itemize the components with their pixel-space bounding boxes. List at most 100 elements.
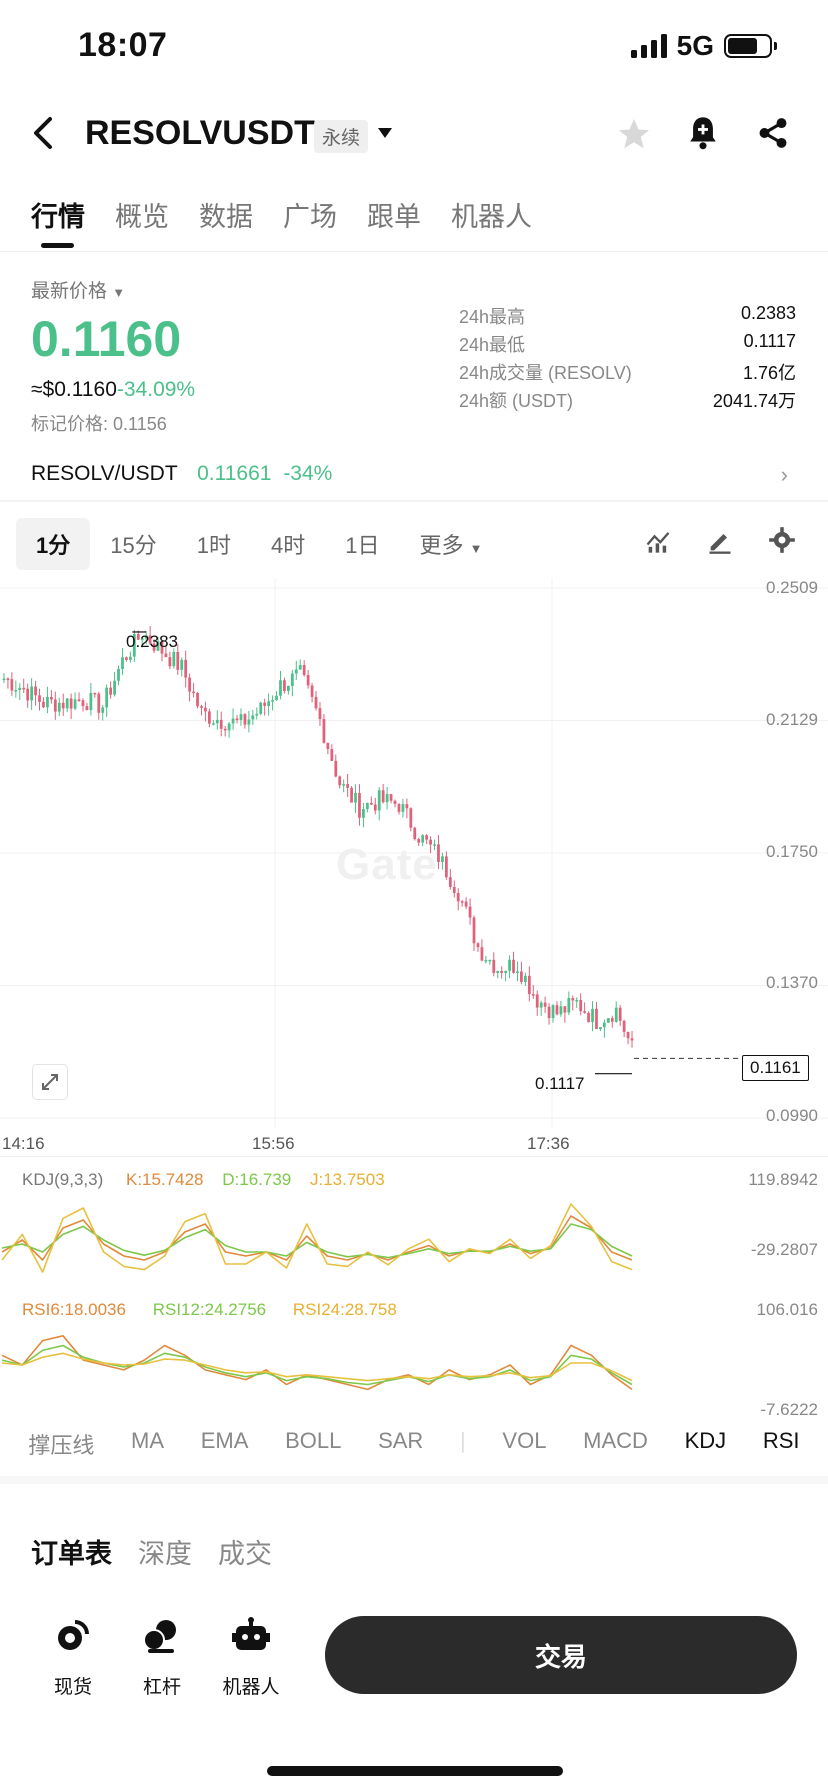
- home-indicator: [267, 1766, 563, 1776]
- indicator-support-line[interactable]: 撑压线: [28, 1433, 95, 1458]
- candle-body: [369, 802, 373, 805]
- candle-body: [437, 844, 440, 862]
- indicator-ema[interactable]: EMA: [200, 1428, 249, 1453]
- candle-body: [575, 999, 579, 1002]
- tab-data[interactable]: 数据: [199, 202, 253, 232]
- chevron-right-icon[interactable]: ›: [780, 462, 788, 487]
- candle-body: [93, 692, 97, 695]
- candle-body: [326, 742, 330, 750]
- indicator-icon[interactable]: [644, 527, 672, 555]
- candle-body: [38, 695, 41, 702]
- candle-body: [97, 693, 101, 713]
- timeframe-4h[interactable]: 4时: [270, 533, 306, 558]
- price-label[interactable]: 最新价格 ▼: [31, 281, 126, 302]
- candle-body: [290, 673, 294, 686]
- timeframe-1h[interactable]: 1时: [196, 533, 231, 558]
- margin-button[interactable]: 杠杆: [122, 1616, 202, 1699]
- main-tabs: 行情 概览 数据 广场 跟单 机器人: [31, 195, 532, 234]
- candle-body: [69, 698, 73, 709]
- y-tick-label: 0.0990: [766, 1106, 818, 1125]
- candle-body: [235, 718, 239, 721]
- tab-depth[interactable]: 深度: [138, 1539, 192, 1569]
- candle-body: [397, 803, 401, 812]
- candle-body: [53, 699, 57, 712]
- tab-square[interactable]: 广场: [283, 202, 337, 232]
- tab-market[interactable]: 行情: [31, 202, 85, 232]
- status-icons: 5G: [630, 30, 777, 62]
- tab-trades[interactable]: 成交: [218, 1539, 272, 1569]
- chevron-down-icon[interactable]: [377, 127, 393, 139]
- candle-body: [472, 917, 476, 944]
- candle-body: [606, 1018, 610, 1023]
- tab-bot[interactable]: 机器人: [451, 202, 532, 232]
- indicator-line-j: [1, 1203, 633, 1273]
- candle-body: [306, 675, 310, 686]
- candle-body: [535, 994, 539, 1008]
- candle-body: [334, 760, 338, 777]
- spot-pair-name: RESOLV/USDT: [31, 462, 178, 485]
- y-tick-label: 0.2509: [766, 578, 818, 597]
- timeframe-15m[interactable]: 15分: [110, 533, 157, 558]
- candle-body: [10, 679, 14, 691]
- fullscreen-button[interactable]: [32, 1064, 68, 1100]
- kdj-y-max: 119.8942: [748, 1170, 818, 1189]
- spot-pair-change: -34%: [283, 462, 333, 485]
- candle-body: [547, 1006, 551, 1019]
- candle-body: [148, 635, 152, 644]
- candle-body: [113, 680, 116, 695]
- spot-coins-icon: [58, 1620, 89, 1650]
- tab-overview[interactable]: 概览: [115, 202, 169, 232]
- candle-body: [599, 1027, 602, 1030]
- candlestick-chart[interactable]: [0, 578, 828, 1128]
- draw-pencil-icon[interactable]: [706, 527, 734, 555]
- candle-body: [180, 659, 184, 670]
- separator: |: [460, 1428, 466, 1453]
- candle-body: [571, 998, 575, 1001]
- indicator-vol[interactable]: VOL: [502, 1428, 547, 1453]
- bell-alert-icon[interactable]: [686, 114, 720, 152]
- candle-body: [314, 696, 318, 709]
- x-tick-label: 14:16: [2, 1134, 45, 1153]
- settings-gear-icon[interactable]: [768, 526, 796, 554]
- candle-body: [500, 970, 504, 973]
- candle-body: [551, 1005, 555, 1019]
- tab-order-book[interactable]: 订单表: [31, 1539, 112, 1569]
- timeframe-1m[interactable]: 1分: [16, 518, 91, 570]
- indicator-kdj[interactable]: KDJ: [684, 1428, 727, 1453]
- tab-copy-trading[interactable]: 跟单: [367, 202, 421, 232]
- candle-body: [140, 638, 144, 641]
- candle-body: [156, 641, 160, 651]
- candle-body: [215, 719, 219, 724]
- trade-button[interactable]: 交易: [325, 1616, 797, 1694]
- candle-body: [480, 947, 484, 961]
- candle-body: [413, 827, 417, 840]
- timeframe-1d[interactable]: 1日: [345, 533, 380, 558]
- timeframe-more[interactable]: 更多 ▼: [419, 533, 483, 558]
- candle-body: [46, 696, 49, 708]
- indicator-macd[interactable]: MACD: [583, 1428, 648, 1453]
- indicator-sar[interactable]: SAR: [378, 1428, 424, 1453]
- indicator-rsi[interactable]: RSI: [762, 1428, 800, 1453]
- share-icon[interactable]: [756, 116, 790, 150]
- indicator-boll[interactable]: BOLL: [285, 1428, 342, 1453]
- spot-button[interactable]: 现货: [33, 1616, 113, 1699]
- candle-body: [259, 702, 263, 714]
- stat-row: 24h额 (USDT) 2041.74万: [459, 391, 796, 411]
- candle-body: [227, 723, 231, 731]
- candle-body: [421, 835, 425, 843]
- indicator-ma[interactable]: MA: [131, 1428, 165, 1453]
- y-tick-label: 0.1370: [766, 973, 818, 992]
- candle-body: [583, 1011, 587, 1013]
- spot-pair-row[interactable]: RESOLV/USDT 0.11661 -34%: [31, 462, 332, 486]
- candle-body: [298, 665, 302, 670]
- bot-button[interactable]: 机器人: [211, 1616, 291, 1699]
- candle-body: [330, 749, 334, 761]
- star-icon[interactable]: [616, 116, 652, 152]
- candle-body: [77, 699, 81, 701]
- candle-body: [433, 844, 436, 846]
- candle-body: [172, 651, 176, 667]
- back-arrow-icon[interactable]: [30, 116, 56, 150]
- candle-body: [164, 653, 168, 658]
- candle-body: [417, 839, 421, 843]
- candle-body: [22, 687, 26, 690]
